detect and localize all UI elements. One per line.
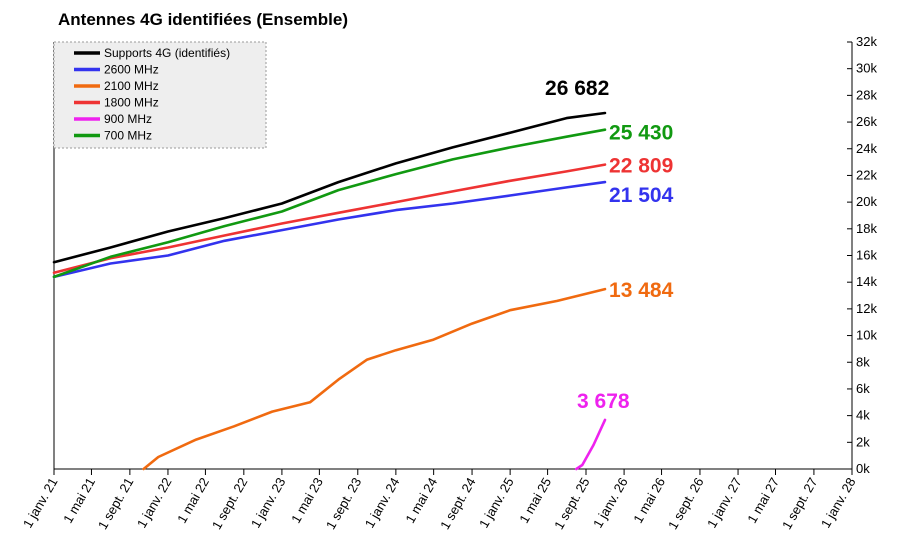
y-tick-label: 18k	[856, 221, 877, 236]
series-end-value-label: 3 678	[577, 390, 630, 413]
series-line-2100-mhz	[142, 287, 607, 471]
legend-entry-label: Supports 4G (identifiés)	[104, 46, 230, 60]
series-line-1800-mhz	[52, 163, 607, 275]
series-end-value-label: 25 430	[609, 122, 673, 145]
series-line-supports-4g-identifi-s	[52, 111, 607, 264]
x-tick-label: 1 sept. 25	[551, 475, 593, 532]
y-tick-label: 2k	[856, 434, 870, 449]
y-tick-label: 26k	[856, 114, 877, 129]
series-line-700-mhz	[52, 128, 607, 279]
series-end-value-label: 21 504	[609, 184, 674, 207]
x-tick-label: 1 janv. 24	[362, 475, 403, 530]
x-tick-label: 1 janv. 23	[248, 475, 289, 530]
end-labels: 26 682 21 504 13 484 22 809 3 678 25 430	[545, 77, 674, 413]
x-tick-label: 1 sept. 23	[323, 475, 365, 532]
x-tick-label: 1 sept. 24	[437, 475, 479, 532]
x-tick-label: 1 sept. 22	[209, 475, 251, 532]
y-tick-label: 30k	[856, 61, 877, 76]
x-tick-label: 1 mai 22	[174, 475, 212, 526]
x-tick-label: 1 mai 21	[60, 475, 98, 526]
x-tick-label: 1 mai 23	[288, 475, 326, 526]
x-tick-label: 1 janv. 28	[818, 475, 859, 530]
series-end-value-label: 22 809	[609, 155, 673, 178]
legend-entry-label: 2600 MHz	[104, 63, 159, 77]
y-tick-label: 12k	[856, 301, 877, 316]
x-tick-label: 1 janv. 25	[476, 475, 517, 530]
y-tick-label: 4k	[856, 408, 870, 423]
y-tick-label: 22k	[856, 167, 877, 182]
legend: Supports 4G (identifiés) 2600 MHz 2100 MHz…	[53, 41, 267, 149]
series-line-900-mhz	[574, 418, 607, 471]
x-tick-label: 1 janv. 22	[134, 475, 175, 530]
y-tick-label: 32k	[856, 34, 877, 49]
x-tick-label: 1 janv. 26	[590, 475, 631, 530]
x-tick-label: 1 mai 24	[402, 475, 440, 526]
y-tick-label: 20k	[856, 194, 877, 209]
x-tick-label: 1 sept. 27	[779, 475, 821, 532]
x-tick-label: 1 mai 27	[744, 475, 782, 526]
y-tick-label: 28k	[856, 87, 877, 102]
legend-entry-label: 900 MHz	[104, 112, 152, 126]
x-tick-label: 1 sept. 21	[95, 475, 137, 532]
y-tick-label: 16k	[856, 248, 877, 263]
y-tick-label: 8k	[856, 354, 870, 369]
y-tick-label: 0k	[856, 461, 870, 476]
x-tick-label: 1 janv. 21	[20, 475, 61, 530]
x-tick-label: 1 mai 26	[630, 475, 668, 526]
series-line-2600-mhz	[52, 180, 607, 279]
series-layer	[52, 111, 607, 471]
x-tick-label: 1 sept. 26	[665, 475, 707, 532]
chart-title: Antennes 4G identifiées (Ensemble)	[58, 10, 349, 29]
legend-entry-label: 700 MHz	[104, 129, 152, 143]
x-tick-label: 1 mai 25	[516, 475, 554, 526]
series-end-value-label: 13 484	[609, 279, 674, 302]
y-tick-label: 10k	[856, 328, 877, 343]
legend-entry-label: 2100 MHz	[104, 79, 159, 93]
legend-entry-label: 1800 MHz	[104, 96, 159, 110]
series-end-value-label: 26 682	[545, 77, 609, 100]
legend-box	[53, 41, 267, 149]
y-tick-label: 24k	[856, 141, 877, 156]
y-tick-label: 6k	[856, 381, 870, 396]
y-tick-label: 14k	[856, 274, 877, 289]
x-tick-label: 1 janv. 27	[704, 475, 745, 530]
